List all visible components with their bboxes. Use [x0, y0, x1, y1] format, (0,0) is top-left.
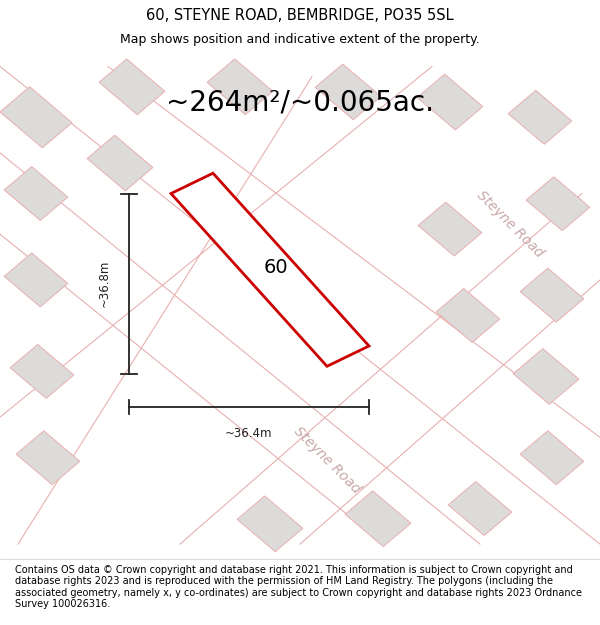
Polygon shape [417, 74, 483, 130]
Text: ~264m²/~0.065ac.: ~264m²/~0.065ac. [166, 88, 434, 116]
Polygon shape [207, 59, 273, 114]
Polygon shape [4, 253, 68, 307]
Polygon shape [237, 496, 303, 552]
Polygon shape [87, 135, 153, 191]
Polygon shape [99, 59, 165, 114]
Text: Steyne Road: Steyne Road [291, 424, 363, 496]
Polygon shape [520, 431, 584, 485]
Polygon shape [520, 268, 584, 322]
Text: ~36.8m: ~36.8m [98, 260, 111, 308]
Text: Steyne Road: Steyne Road [474, 188, 546, 260]
Polygon shape [508, 91, 572, 144]
Polygon shape [418, 202, 482, 256]
Polygon shape [436, 289, 500, 342]
Polygon shape [526, 177, 590, 231]
Polygon shape [171, 173, 369, 366]
Polygon shape [448, 482, 512, 536]
Polygon shape [10, 344, 74, 398]
Text: Map shows position and indicative extent of the property.: Map shows position and indicative extent… [120, 34, 480, 46]
Polygon shape [0, 87, 72, 148]
Polygon shape [4, 167, 68, 221]
Polygon shape [315, 64, 381, 120]
Polygon shape [513, 349, 579, 404]
Polygon shape [16, 431, 80, 485]
Text: 60, STEYNE ROAD, BEMBRIDGE, PO35 5SL: 60, STEYNE ROAD, BEMBRIDGE, PO35 5SL [146, 8, 454, 23]
Text: ~36.4m: ~36.4m [225, 428, 273, 440]
Text: 60: 60 [263, 258, 289, 277]
Text: Contains OS data © Crown copyright and database right 2021. This information is : Contains OS data © Crown copyright and d… [15, 564, 582, 609]
Polygon shape [345, 491, 411, 547]
